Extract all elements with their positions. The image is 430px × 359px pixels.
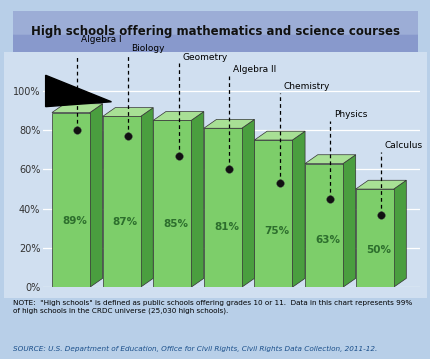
Polygon shape (342, 155, 355, 287)
Text: Biology: Biology (131, 44, 165, 53)
Text: SOURCE: U.S. Department of Education, Office for Civil Rights, Civil Rights Data: SOURCE: U.S. Department of Education, Of… (13, 346, 376, 352)
Polygon shape (203, 128, 241, 287)
Text: Algebra II: Algebra II (232, 65, 275, 74)
Text: NOTE:  "High schools" is defined as public schools offering grades 10 or 11.  Da: NOTE: "High schools" is defined as publi… (13, 300, 411, 314)
Text: 81%: 81% (214, 222, 239, 232)
Polygon shape (393, 180, 405, 287)
Text: 87%: 87% (113, 217, 138, 227)
Text: 50%: 50% (365, 245, 390, 255)
Polygon shape (102, 108, 153, 116)
Text: Calculus: Calculus (384, 141, 422, 150)
Polygon shape (153, 120, 191, 287)
Polygon shape (254, 140, 292, 287)
Polygon shape (140, 108, 153, 287)
Text: Physics: Physics (333, 111, 366, 120)
Text: 75%: 75% (264, 226, 289, 236)
Polygon shape (203, 120, 254, 128)
Polygon shape (292, 131, 304, 287)
Polygon shape (153, 112, 203, 120)
FancyBboxPatch shape (5, 11, 425, 35)
Polygon shape (304, 164, 342, 287)
Polygon shape (254, 131, 304, 140)
Polygon shape (355, 189, 393, 287)
FancyBboxPatch shape (0, 47, 430, 303)
Text: 63%: 63% (315, 235, 340, 245)
Polygon shape (102, 116, 140, 287)
Polygon shape (191, 112, 203, 287)
Polygon shape (241, 120, 254, 287)
Polygon shape (52, 104, 102, 113)
Text: Geometry: Geometry (181, 52, 227, 61)
Polygon shape (52, 113, 90, 287)
Text: High schools offering mathematics and science courses: High schools offering mathematics and sc… (31, 25, 399, 38)
Polygon shape (304, 155, 355, 164)
Text: Algebra I: Algebra I (81, 35, 121, 44)
Polygon shape (355, 180, 405, 189)
Text: 85%: 85% (163, 219, 188, 229)
FancyBboxPatch shape (0, 9, 430, 54)
Polygon shape (46, 75, 111, 107)
Polygon shape (90, 104, 102, 287)
Text: Chemistry: Chemistry (283, 82, 329, 91)
Text: 89%: 89% (62, 216, 87, 226)
